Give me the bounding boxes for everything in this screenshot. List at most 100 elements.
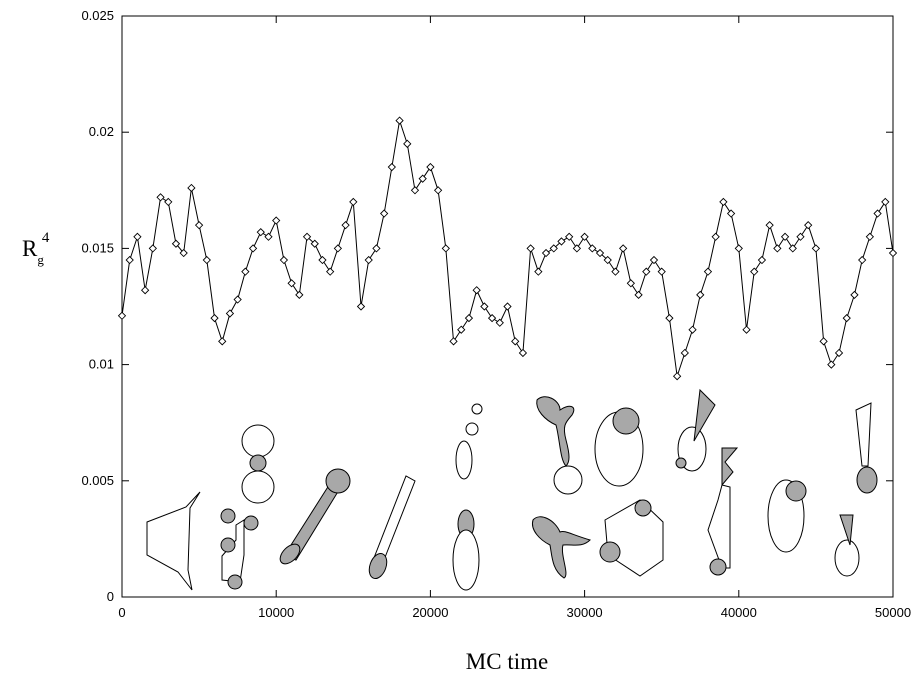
data-point [834, 348, 844, 358]
data-point [649, 255, 659, 265]
y-axis-title-sub: g [37, 252, 44, 267]
data-point [464, 313, 474, 323]
data-point [372, 244, 381, 253]
data-point [626, 279, 635, 288]
data-point [318, 255, 327, 265]
data-point [788, 244, 797, 253]
data-point [356, 302, 366, 311]
y-tick-label: 0 [107, 589, 114, 604]
data-point [310, 239, 319, 248]
data-point [665, 313, 674, 323]
data-point [565, 232, 574, 241]
data-point [441, 244, 450, 253]
data-point [541, 248, 551, 258]
data-point [850, 290, 859, 300]
data-point [511, 337, 520, 346]
data-point [233, 295, 242, 304]
data-point [387, 162, 396, 172]
data-point [403, 139, 412, 148]
y-axis-title: Rg 4 [22, 230, 50, 267]
data-point [194, 221, 204, 230]
y-tick-label: 0.015 [81, 240, 114, 255]
y-tick-label: 0.02 [89, 124, 114, 139]
data-point [272, 216, 281, 225]
data-point [773, 244, 782, 253]
data-point [218, 337, 227, 346]
data-point [526, 244, 535, 253]
data-point [881, 197, 890, 207]
data-point [811, 244, 821, 253]
data-point [865, 232, 875, 241]
data-point [302, 232, 312, 241]
data-point [696, 290, 705, 300]
data-point [603, 255, 612, 265]
data-point [750, 267, 759, 276]
data-point [395, 116, 404, 125]
conformation-sketches [146, 388, 878, 591]
data-point [480, 302, 489, 311]
data-point [225, 309, 235, 318]
data-point [765, 221, 774, 230]
data-point [873, 209, 882, 218]
y-tick-label: 0.025 [81, 8, 114, 23]
x-tick-label: 30000 [567, 605, 603, 620]
data-point [680, 348, 689, 358]
x-tick-label: 20000 [412, 605, 448, 620]
data-point [295, 290, 304, 300]
data-point [487, 313, 497, 323]
data-point [734, 244, 743, 253]
data-point [426, 162, 435, 172]
data-point [588, 244, 597, 253]
data-point [642, 267, 651, 276]
data-point [256, 227, 265, 237]
x-tick-label: 10000 [258, 605, 294, 620]
data-point [117, 311, 127, 320]
data-point [148, 244, 157, 253]
data-point [518, 348, 528, 358]
data-point [742, 325, 751, 334]
data-point [804, 221, 813, 230]
data-point [472, 286, 481, 295]
data-point [125, 255, 134, 265]
data-point [140, 286, 150, 295]
data-point [827, 360, 836, 369]
data-point [780, 232, 790, 241]
data-point [349, 197, 358, 207]
data-point [634, 290, 643, 300]
data-point [187, 183, 196, 193]
data-point [241, 267, 250, 276]
data-point [503, 302, 512, 311]
data-point [726, 209, 736, 218]
data-point [611, 267, 620, 276]
data-point [202, 255, 211, 265]
y-axis-title-base: R [22, 236, 38, 261]
data-point [842, 313, 851, 323]
data-point [133, 232, 142, 241]
data-point [595, 248, 605, 258]
data-point [210, 313, 219, 323]
x-axis-title: MC time [466, 649, 548, 674]
data-point [619, 244, 628, 253]
data-point [672, 372, 682, 381]
data-point [264, 232, 273, 241]
y-tick-label: 0.01 [89, 357, 114, 372]
data-point [326, 267, 335, 276]
data-point [248, 244, 258, 253]
data-point [418, 174, 427, 183]
data-point [279, 255, 289, 265]
data-point [495, 318, 504, 327]
data-point [287, 279, 296, 288]
data-point [549, 244, 558, 253]
data-point [657, 267, 666, 276]
x-tick-label: 40000 [721, 605, 757, 620]
data-point [580, 232, 589, 241]
data-point [819, 337, 828, 346]
data-point [164, 197, 173, 207]
data-point [457, 325, 466, 334]
data-point [179, 248, 188, 258]
x-tick-label: 50000 [875, 605, 911, 620]
data-point [341, 221, 350, 230]
y-axis-title-sup: 4 [42, 230, 50, 246]
data-point [757, 255, 767, 265]
data-point [156, 193, 165, 202]
